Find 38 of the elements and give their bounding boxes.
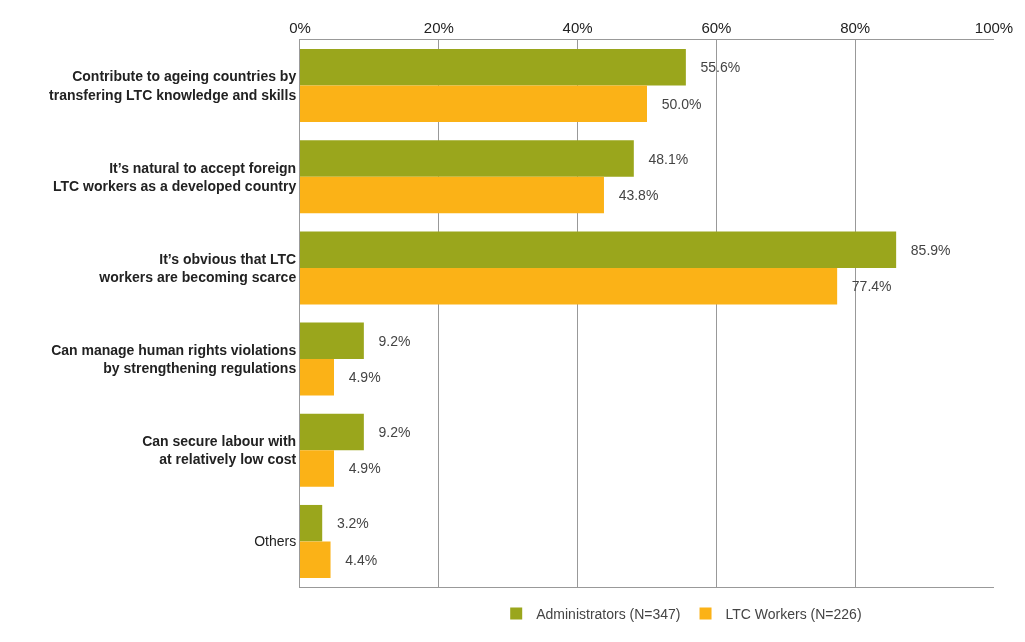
bar [300,85,647,123]
data-label: 43.8% [606,186,659,203]
y-tick-label: Others [254,533,297,550]
x-tick-label: 20% [423,19,454,36]
bar [300,504,323,542]
bar [300,413,364,451]
y-tick-label: Contribute to ageing countries by transfering LTC knowledge and skills [49,68,297,103]
bar [300,359,335,396]
bar [300,140,634,177]
data-label: 50.0% [650,95,702,112]
y-tick-label: Can secure labour with at relatively low cost [142,433,297,468]
x-tick-label: 40% [562,19,593,36]
bar [300,231,897,268]
data-label: 9.2% [366,424,411,441]
data-label: 85.9% [899,241,951,258]
x-tick-label: 0% [289,19,311,36]
bar [300,541,331,578]
x-tick-label: 80% [840,19,871,36]
y-tick-label: Can manage human rights violations by strengthening regulations [51,341,297,377]
x-tick-label: 60% [701,19,732,36]
bar [300,49,686,86]
legend-label: LTC Workers (N=226) [725,606,862,622]
data-label: 4.9% [337,369,381,386]
bar [300,267,838,305]
data-label: 48.1% [636,150,689,167]
data-label: 77.4% [840,278,892,295]
y-tick-label: It’s natural to accept foreign LTC workers as a developed country [52,159,297,194]
legend-label: Administrators (N=347) [536,606,681,622]
data-label: 4.9% [337,460,381,477]
data-label: 9.2% [366,332,411,349]
data-label: 3.2% [325,515,369,532]
data-label: 55.6% [688,59,741,76]
bar [300,176,604,214]
y-tick-label: It’s obvious that LTC workers are becoming scarce [98,250,297,285]
bar [300,450,335,487]
bar [300,322,364,360]
data-label: 4.4% [333,551,378,568]
x-tick-label: 100% [974,19,1014,36]
